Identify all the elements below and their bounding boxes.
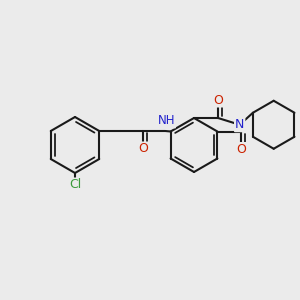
Text: O: O xyxy=(236,143,246,156)
Text: NH: NH xyxy=(158,115,175,128)
Text: N: N xyxy=(235,118,244,131)
Text: Cl: Cl xyxy=(69,178,81,191)
Text: O: O xyxy=(138,142,148,155)
Text: O: O xyxy=(213,94,223,106)
